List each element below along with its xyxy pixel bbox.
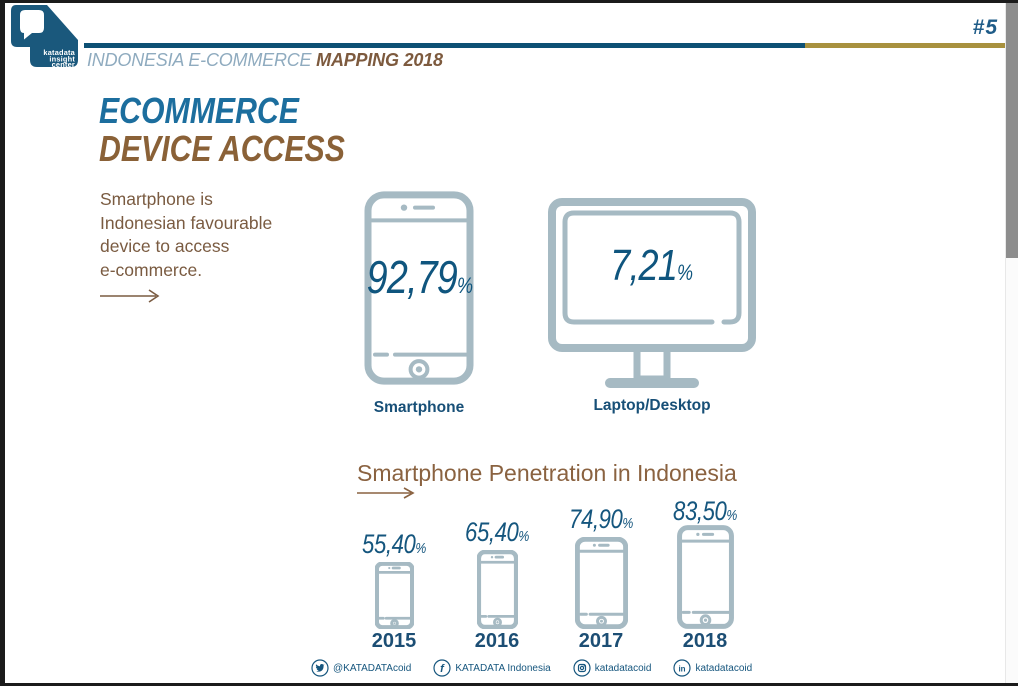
svg-text:in: in	[679, 665, 686, 674]
viewer-border-top	[0, 0, 1018, 3]
desktop-icon	[548, 198, 756, 388]
social-handle: @KATADATAcoid	[333, 662, 412, 674]
viewer-border-bottom	[0, 683, 1018, 686]
desktop-share-value: 7,21%	[610, 241, 694, 290]
katadata-logo: katadata insight center	[11, 5, 78, 68]
speech-bubble-icon	[20, 10, 44, 40]
phone-icon-2016	[477, 550, 518, 629]
slide-title: ECOMMERCE DEVICE ACCESS	[99, 92, 392, 168]
header-title-accent: MAPPING 2018	[316, 50, 443, 70]
social-item-facebook: f KATADATA Indonesia	[433, 659, 551, 677]
penetration-value-2015: 55,40%	[361, 529, 427, 559]
penetration-arrow-icon	[357, 487, 415, 499]
viewer-border-left	[0, 0, 5, 686]
logo-text-line1: katadata	[43, 48, 75, 57]
phone-icon-2015	[375, 562, 414, 629]
social-handle: katadatacoid	[695, 662, 753, 674]
header-rule-gold	[805, 43, 1005, 48]
phone-icon-2018	[677, 525, 734, 629]
penetration-value-2016: 65,40%	[464, 517, 530, 547]
facebook-icon: f	[433, 659, 451, 677]
linkedin-icon: in	[673, 659, 692, 677]
header-rule-blue	[84, 43, 805, 48]
svg-text:f: f	[440, 663, 445, 675]
social-item-instagram: katadatacoid	[573, 659, 652, 677]
header-title-light: INDONESIA E-COMMERCE	[87, 50, 317, 70]
page-number: #5	[972, 16, 998, 39]
social-item-twitter: @KATADATAcoid	[311, 659, 411, 677]
header-title: INDONESIA E-COMMERCE MAPPING 2018	[87, 50, 443, 71]
logo-text-line2: insight	[49, 55, 75, 64]
penetration-year-2018: 2018	[682, 630, 728, 652]
penetration-value-2017: 74,90%	[568, 504, 634, 534]
social-handle: KATADATA Indonesia	[455, 662, 551, 674]
slide-title-line2: DEVICE ACCESS	[99, 128, 345, 169]
instagram-icon	[573, 659, 591, 677]
intro-arrow-icon	[100, 289, 160, 303]
smartphone-share-value: 92,79%	[366, 251, 474, 303]
social-item-linkedin: in katadatacoid	[673, 659, 752, 677]
social-handle: katadatacoid	[594, 662, 652, 674]
twitter-icon	[311, 659, 329, 677]
smartphone-label: Smartphone	[373, 399, 465, 416]
penetration-year-2016: 2016	[474, 630, 520, 652]
logo-text-line3: center	[52, 60, 75, 68]
penetration-title: Smartphone Penetration in Indonesia	[357, 460, 737, 486]
scrollbar-track[interactable]	[1005, 3, 1018, 683]
scrollbar-thumb[interactable]	[1006, 3, 1018, 258]
phone-icon-2017	[575, 537, 628, 629]
penetration-year-2017: 2017	[578, 630, 624, 652]
footer-social-row: @KATADATAcoid f KATADATA Indonesia katad…	[311, 659, 752, 677]
penetration-value-2018: 83,50%	[672, 496, 738, 526]
intro-text: Smartphone is Indonesian favourable devi…	[100, 189, 273, 280]
penetration-year-2015: 2015	[371, 630, 417, 652]
desktop-label: Laptop/Desktop	[593, 397, 711, 414]
slide-title-line1: ECOMMERCE	[99, 90, 299, 131]
